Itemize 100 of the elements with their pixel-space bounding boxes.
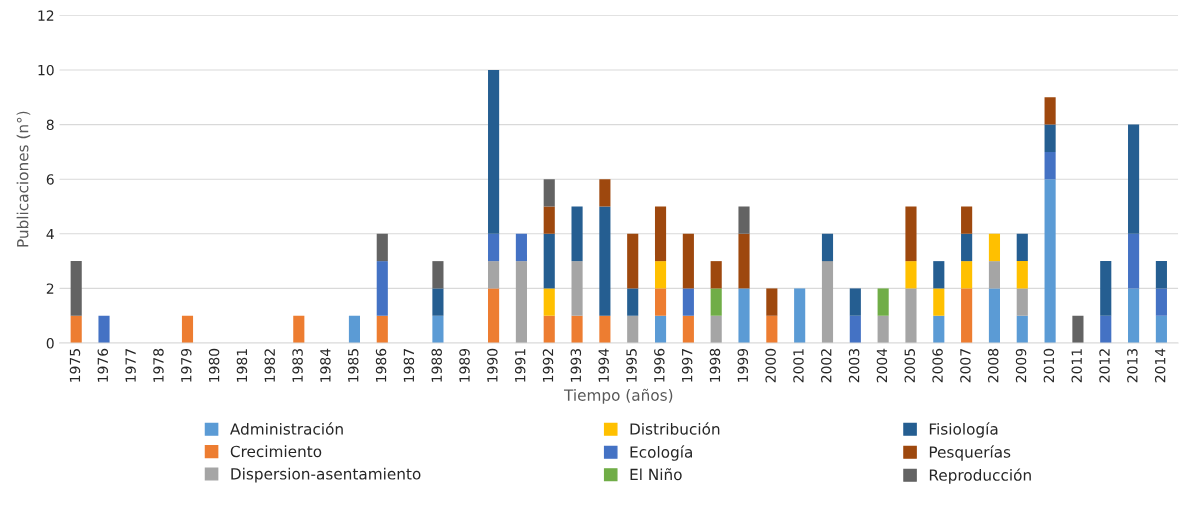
bar	[654, 288, 667, 316]
bar	[627, 288, 639, 316]
bar	[488, 69, 500, 234]
x-tick-label: 1986	[375, 348, 387, 382]
bar	[181, 315, 194, 344]
bar	[70, 315, 82, 344]
bar	[794, 288, 806, 344]
legend-label: Administración	[230, 422, 343, 435]
bar	[488, 288, 500, 344]
bar	[599, 206, 611, 316]
bar	[1128, 288, 1140, 344]
y-axis-title: Publicaciones (n°)	[16, 111, 31, 247]
x-tick-label: 1990	[487, 348, 498, 382]
legend-label: Distribución	[630, 422, 720, 435]
bar	[543, 233, 555, 289]
bar	[710, 288, 722, 316]
bar	[933, 315, 945, 344]
bar	[376, 315, 388, 344]
bar	[348, 315, 361, 344]
bar	[515, 261, 527, 344]
x-tick-label: 2010	[1043, 348, 1055, 383]
x-tick-label: 1979	[181, 348, 192, 382]
bar	[682, 288, 694, 316]
bar	[98, 315, 110, 344]
bar	[1155, 288, 1167, 316]
bar	[543, 315, 555, 344]
x-tick-label: 2007	[960, 349, 971, 383]
x-tick-label: 2001	[793, 349, 804, 383]
bar	[961, 233, 973, 262]
bar	[905, 288, 917, 344]
bar	[1100, 261, 1112, 316]
bar	[293, 315, 305, 344]
x-tick-label: 1989	[459, 348, 470, 382]
x-tick-label: 2000	[765, 348, 776, 383]
x-axis-title: Tiempo (años)	[563, 388, 673, 404]
bar	[627, 315, 639, 344]
x-tick-label: 1984	[320, 348, 331, 382]
bar	[70, 261, 82, 316]
y-tick-label: 2	[46, 283, 54, 294]
bar	[543, 179, 555, 207]
y-tick-label: 0	[46, 338, 54, 349]
bar	[933, 261, 945, 289]
bar	[488, 261, 500, 289]
bar	[1016, 288, 1028, 316]
bar	[961, 206, 973, 234]
bar	[599, 315, 611, 344]
x-tick-label: 1976	[97, 348, 109, 382]
bar	[432, 315, 444, 344]
legend-label: Dispersion-asentamiento	[231, 467, 421, 483]
bar	[1016, 315, 1028, 344]
bar	[1044, 124, 1056, 152]
x-tick-label: 1977	[125, 349, 136, 382]
bar	[376, 261, 388, 316]
bar	[571, 206, 583, 262]
bar	[376, 233, 388, 262]
bar	[988, 288, 1001, 344]
x-tick-label: 1995	[626, 349, 637, 382]
x-tick-label: 2009	[1015, 348, 1027, 383]
x-tick-label: 1996	[654, 348, 665, 382]
x-tick-label: 2014	[1154, 348, 1166, 383]
bar	[877, 288, 889, 316]
bar	[432, 288, 444, 316]
bar	[1044, 151, 1056, 180]
bar	[710, 315, 722, 344]
bar	[571, 261, 583, 316]
bar	[849, 315, 861, 344]
y-tick-label: 10	[38, 64, 54, 76]
x-tick-label: 2012	[1099, 349, 1110, 383]
x-tick-label: 2013	[1127, 349, 1138, 383]
x-tick-label: 1978	[153, 348, 164, 382]
bar	[849, 288, 861, 316]
x-tick-label: 1982	[264, 349, 276, 382]
bar	[1044, 97, 1056, 125]
legend-label: Fisiología	[929, 422, 998, 438]
bar	[1155, 315, 1167, 344]
bar	[1016, 261, 1028, 289]
y-tick-label: 12	[38, 10, 54, 21]
bar	[933, 288, 945, 316]
bar	[432, 261, 444, 289]
bar	[988, 233, 1001, 262]
bar	[821, 233, 834, 262]
bar	[738, 206, 750, 234]
bar	[682, 233, 694, 289]
bar	[1128, 124, 1140, 234]
bar	[1128, 233, 1140, 289]
x-tick-label: 1997	[681, 349, 693, 382]
bar	[738, 233, 750, 289]
bar	[961, 288, 973, 344]
x-tick-label: 1998	[709, 348, 721, 382]
legend-label: Crecimiento	[230, 445, 322, 458]
bar	[627, 233, 639, 289]
bar	[710, 261, 722, 289]
x-tick-label: 1988	[431, 348, 442, 382]
x-tick-label: 2004	[876, 348, 888, 383]
bar	[961, 261, 973, 289]
x-tick-label: 2011	[1071, 349, 1082, 383]
bar	[1044, 179, 1056, 344]
bar	[654, 261, 667, 289]
x-tick-label: 1993	[570, 349, 582, 382]
bar	[905, 261, 917, 289]
